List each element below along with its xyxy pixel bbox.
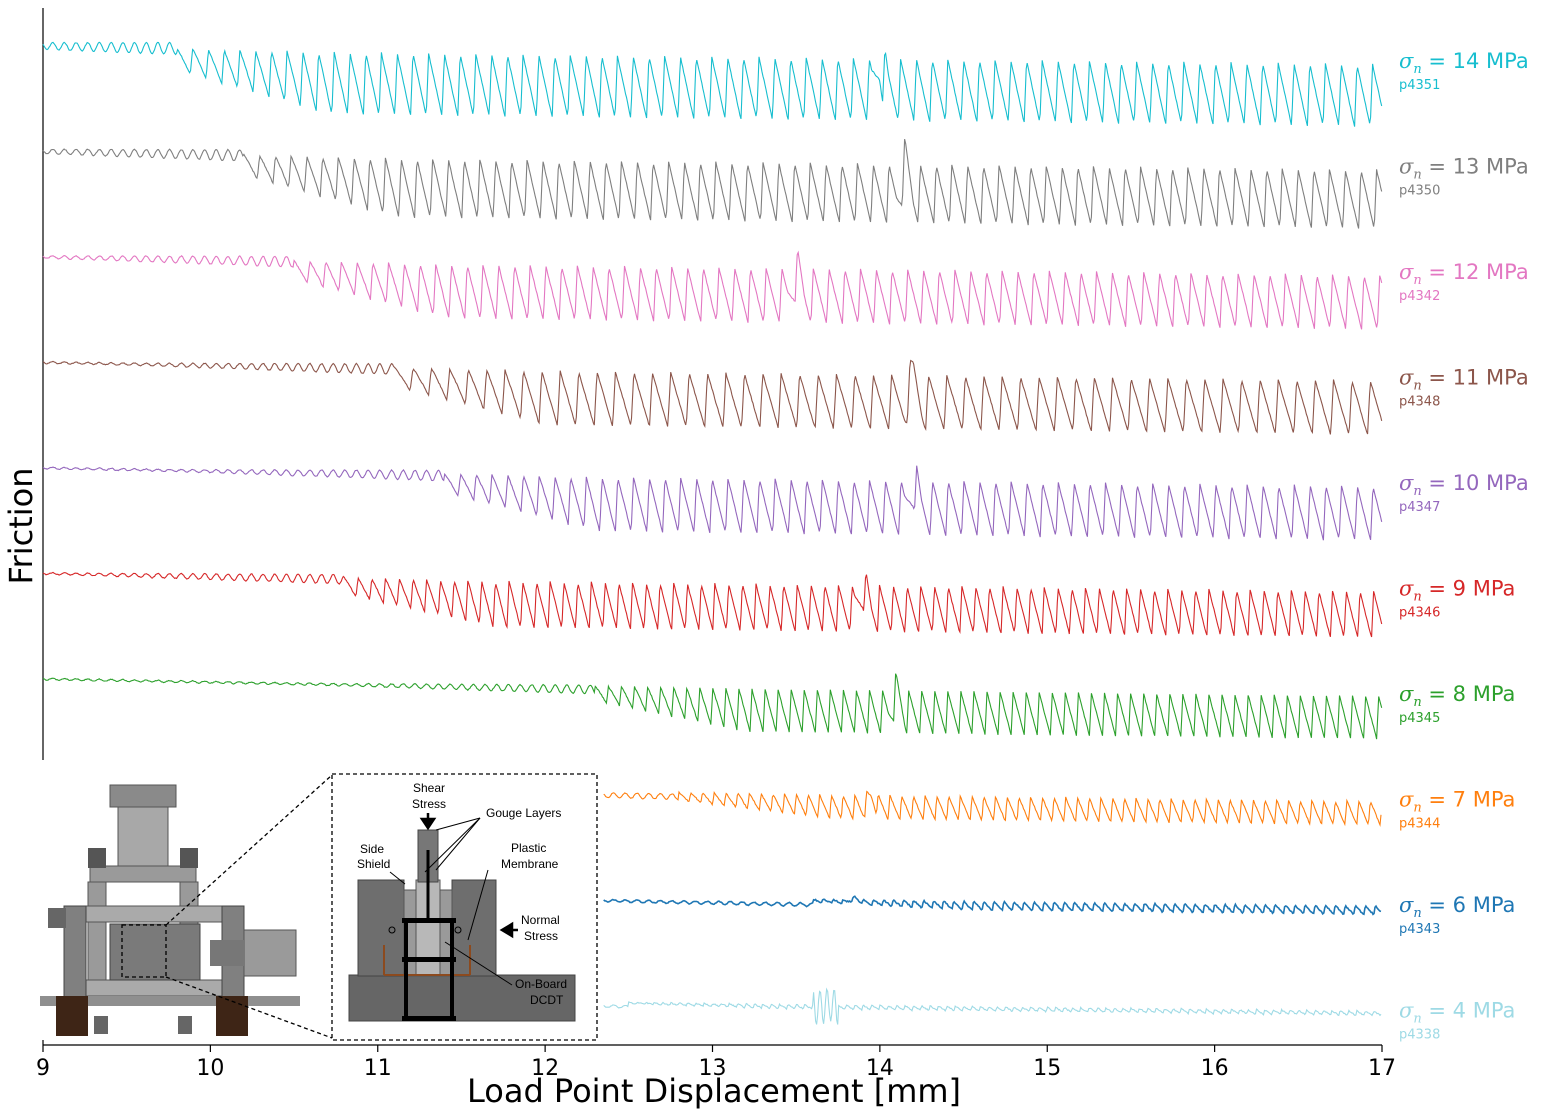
series-experiment-p4338: p4338 <box>1399 1028 1440 1043</box>
shear-arrow-icon <box>419 813 437 831</box>
x-tick-label: 11 <box>364 1056 392 1081</box>
series-label-p4342: σn = 12 MPa <box>1399 260 1529 288</box>
series-label-p4348: σn = 11 MPa <box>1399 366 1529 394</box>
series-experiment-p4343: p4343 <box>1399 922 1440 937</box>
series-line-p4342 <box>42 250 1383 330</box>
series-line-p4346 <box>42 571 1383 638</box>
x-tick-label: 16 <box>1201 1056 1229 1081</box>
x-tick-label: 12 <box>531 1056 559 1081</box>
horizontal-piston <box>243 929 297 977</box>
series-layer <box>42 41 1383 1025</box>
x-tick-label: 14 <box>866 1056 894 1081</box>
base-block-right <box>216 996 248 1036</box>
x-axis-ticks: 9 10 11 12 13 14 15 16 17 <box>36 1045 1396 1081</box>
series-label-p4343: σn = 6 MPa <box>1399 893 1515 921</box>
normal-arrow-icon <box>499 921 518 939</box>
series-label-p4344: σn = 7 MPa <box>1399 788 1515 816</box>
series-experiment-p4347: p4347 <box>1399 500 1440 515</box>
x-tick-label: 15 <box>1033 1056 1061 1081</box>
inset-label-shear: Shear <box>413 781 445 795</box>
series-label-p4338: σn = 4 MPa <box>1399 999 1515 1027</box>
series-line-p4338 <box>603 987 1382 1025</box>
series-experiment-p4344: p4344 <box>1399 817 1440 832</box>
series-line-p4345 <box>42 673 1383 740</box>
inset-label-onboard: On-Board <box>515 977 567 991</box>
zoom-box <box>121 924 167 978</box>
x-axis-title: Load Point Displacement [mm] <box>467 1072 961 1110</box>
inset-label-side: Side <box>360 842 384 856</box>
inset-label-normal: Normal <box>521 913 560 927</box>
series-line-p4348 <box>42 359 1383 435</box>
pressure-vessel <box>109 923 201 981</box>
series-line-p4347 <box>42 465 1383 541</box>
x-tick-label: 17 <box>1368 1056 1396 1081</box>
top-piston <box>109 784 177 808</box>
series-label-p4350: σn = 13 MPa <box>1399 155 1529 183</box>
series-label-p4345: σn = 8 MPa <box>1399 682 1515 710</box>
x-tick-label: 9 <box>36 1056 50 1081</box>
series-experiment-p4346: p4346 <box>1399 606 1440 621</box>
series-label-p4346: σn = 9 MPa <box>1399 577 1515 605</box>
series-line-p4350 <box>42 138 1383 229</box>
inset-label-gouge: Gouge Layers <box>486 806 561 820</box>
inset-label-shear-stress: Stress <box>412 797 446 811</box>
series-line-p4344 <box>603 790 1382 828</box>
series-line-p4351 <box>42 41 1383 127</box>
base-block-left <box>56 996 88 1036</box>
x-tick-label: 13 <box>699 1056 727 1081</box>
inset-label-plastic: Plastic <box>511 841 546 855</box>
inset-label-membrane: Membrane <box>501 857 559 871</box>
series-experiment-p4348: p4348 <box>1399 395 1440 410</box>
inset-label-shield: Shield <box>357 857 390 871</box>
series-experiment-p4350: p4350 <box>1399 184 1440 199</box>
x-tick-label: 10 <box>196 1056 224 1081</box>
series-label-p4347: σn = 10 MPa <box>1399 471 1529 499</box>
apparatus-illustration <box>40 760 333 1040</box>
series-experiment-p4342: p4342 <box>1399 289 1440 304</box>
inset-diagram: Shear Stress Gouge Layers Side Shield Pl… <box>331 773 598 1041</box>
inset-label-normal-stress: Stress <box>524 929 558 943</box>
series-experiment-p4345: p4345 <box>1399 711 1440 726</box>
series-label-p4351: σn = 14 MPa <box>1399 49 1529 77</box>
series-experiment-p4351: p4351 <box>1399 78 1440 93</box>
series-line-p4343 <box>603 895 1382 916</box>
y-axis-title: Friction <box>2 467 40 584</box>
inset-label-dcdt: DCDT <box>530 993 564 1007</box>
